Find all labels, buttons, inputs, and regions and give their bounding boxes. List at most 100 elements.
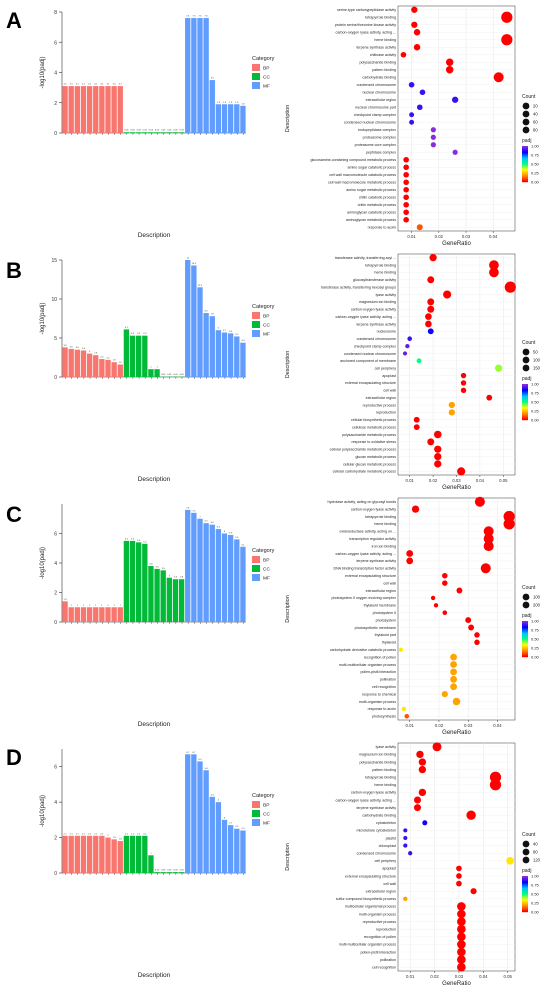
bar-value-label: 2 <box>107 835 109 837</box>
color-legend-strip <box>522 632 528 634</box>
term-label: lyase activity <box>376 293 397 297</box>
color-legend-strip <box>522 395 528 397</box>
bar-value-label: 6.7 <box>192 752 196 754</box>
legend-swatch <box>252 82 260 89</box>
bar-value-label: 5.6 <box>229 331 233 333</box>
term-label: multi-multicellular organism process <box>339 663 396 667</box>
term-label: carbon-oxygen lyase activity, acting ... <box>336 31 396 35</box>
bar-plot-area <box>62 504 246 622</box>
dot <box>430 595 436 601</box>
bar <box>123 540 130 622</box>
bar <box>62 86 68 133</box>
bar-value-label: 2.1 <box>88 833 92 835</box>
bar <box>105 86 111 133</box>
bar <box>68 86 74 133</box>
color-legend-strip <box>522 878 528 880</box>
dot <box>445 66 454 74</box>
bar <box>185 260 191 377</box>
bar-value-label: 0.05 <box>173 870 178 872</box>
bar <box>93 607 99 622</box>
color-legend-strip <box>522 413 528 415</box>
color-legend-strip <box>522 399 528 401</box>
bar <box>240 105 246 133</box>
size-legend-dot <box>522 601 530 609</box>
dot <box>403 186 409 193</box>
color-legend-strip <box>522 385 528 387</box>
size-legend-label: 150 <box>533 366 541 371</box>
bar-value-label: 2.3 <box>100 357 104 359</box>
size-legend-label: 100 <box>533 595 541 600</box>
bar-plot-area <box>62 12 246 133</box>
bar-value-label: 4.3 <box>211 794 215 796</box>
bar <box>148 565 154 622</box>
color-legend-strip <box>522 891 528 893</box>
term-label: cytoskeleton <box>376 821 396 825</box>
dot <box>489 267 499 278</box>
y-tick-label: 4 <box>54 800 57 806</box>
bar-value-label: 5.7 <box>223 330 227 332</box>
bar-value-label: 2.1 <box>131 833 135 835</box>
legend-swatch <box>252 810 260 817</box>
legend-swatch <box>252 64 260 71</box>
color-legend-strip <box>522 894 528 896</box>
color-legend-strip <box>522 391 528 393</box>
color-legend-strip <box>522 629 528 631</box>
bar-value-label: 3.1 <box>106 84 110 86</box>
dot <box>413 29 421 36</box>
bar <box>166 577 172 622</box>
color-legend-strip <box>522 647 528 649</box>
bar-value-label: 0.05 <box>149 130 154 132</box>
term-label: anchored component of membrane <box>340 359 396 363</box>
bar-value-label: 3 <box>89 351 91 353</box>
dot <box>404 714 410 719</box>
size-legend-label: 80 <box>533 850 538 855</box>
legend-label: CC <box>263 75 270 81</box>
term-label: condensed chromosome <box>357 337 396 341</box>
bar <box>191 512 197 622</box>
bar-value-label: 3.8 <box>149 563 153 565</box>
y-axis-title: Description <box>285 843 291 871</box>
term-label: cell wall macromolecule metabolic proces… <box>328 181 396 185</box>
legend-label: MF <box>263 821 270 827</box>
y-axis-title: -log10(padj) <box>40 56 46 88</box>
bar-value-label: 0.05 <box>167 130 172 132</box>
term-label: amino sugar catabolic process <box>347 166 396 170</box>
dot <box>506 856 514 865</box>
color-legend-strip <box>522 625 528 627</box>
size-legend-dot <box>522 126 530 134</box>
color-legend-label: 0.00 <box>531 655 540 660</box>
term-label: heme binding <box>374 522 396 526</box>
color-legend-strip <box>522 151 528 153</box>
bar-value-label: 0.05 <box>143 130 148 132</box>
color-legend-strip <box>522 651 528 653</box>
color-legend-strip <box>522 910 528 912</box>
color-legend-strip <box>522 630 528 632</box>
color-legend-strip <box>522 908 528 910</box>
bar-value-label: 3.1 <box>64 84 68 86</box>
bar-value-label: 0.05 <box>137 130 142 132</box>
bar-value-label: 0.05 <box>161 130 166 132</box>
dot <box>411 505 420 513</box>
bar-value-label: 5.3 <box>137 333 141 335</box>
bar <box>74 349 80 377</box>
color-legend-strip <box>522 880 528 882</box>
color-legend-strip <box>522 634 528 636</box>
color-legend-strip <box>522 171 528 173</box>
color-legend-strip <box>522 406 528 408</box>
legend-label: CC <box>263 567 270 573</box>
dot <box>457 940 466 949</box>
bar <box>142 335 148 377</box>
dot <box>427 328 434 335</box>
bar-value-label: 14.3 <box>192 263 197 265</box>
dot <box>403 164 409 171</box>
term-label: carbon-oxygen lyase activity <box>351 507 396 511</box>
term-label: proteasome core complex <box>355 143 397 147</box>
size-legend-dot <box>522 364 530 372</box>
color-legend-strip <box>522 403 528 405</box>
bar-value-label: 2.1 <box>94 833 98 835</box>
dot <box>427 298 435 306</box>
color-legend-strip <box>522 393 528 395</box>
y-tick-label: 0 <box>54 375 57 381</box>
dot <box>460 387 467 393</box>
bar-value-label: 0.05 <box>179 870 184 872</box>
